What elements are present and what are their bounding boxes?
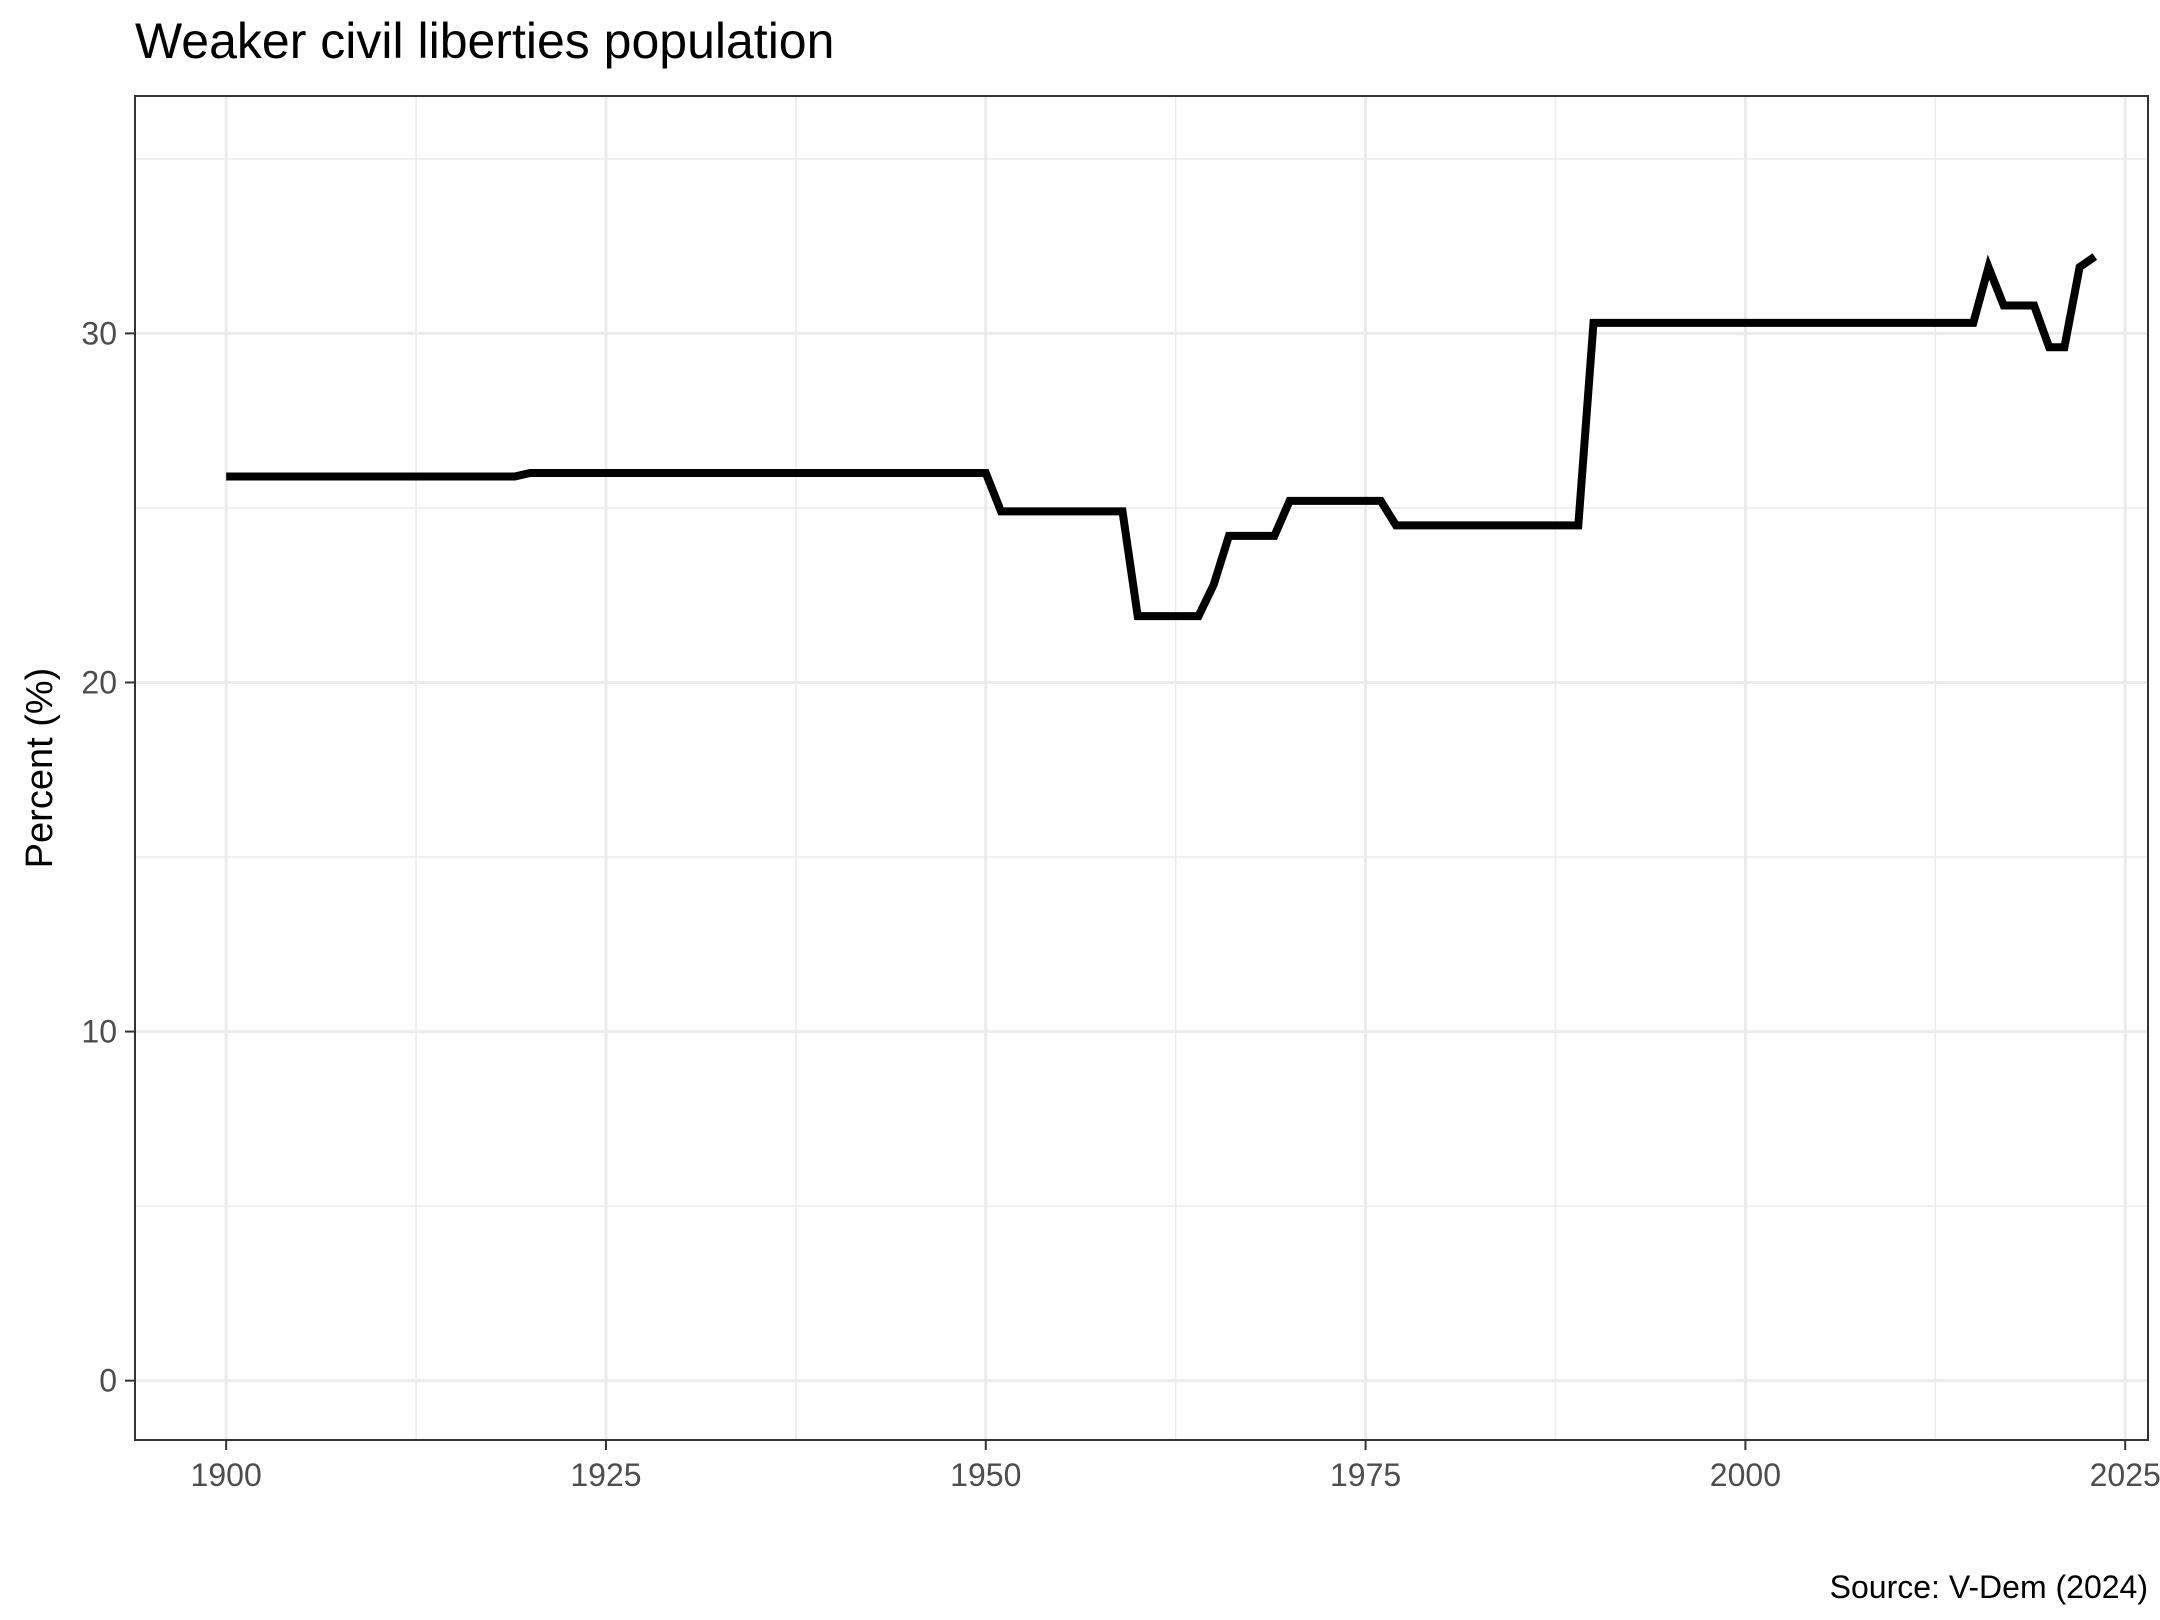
x-tick-label: 1950 <box>950 1457 1021 1493</box>
panel-border <box>134 95 2149 1441</box>
x-tick-label: 2000 <box>1710 1457 1781 1493</box>
y-tick-label: 0 <box>99 1363 117 1399</box>
y-tick-label: 10 <box>81 1014 117 1050</box>
series-line <box>226 253 2098 621</box>
x-tick-label: 1900 <box>191 1457 262 1493</box>
x-tick-label: 1975 <box>1330 1457 1401 1493</box>
x-tick-label: 1925 <box>570 1457 641 1493</box>
source-caption: Source: V-Dem (2024) <box>1830 1569 2148 1605</box>
y-tick-label: 20 <box>81 664 117 700</box>
plot-panel: 1900 1925 1950 1975 2000 2025 0 10 20 30 <box>81 95 2160 1493</box>
y-tick-label: 30 <box>81 315 117 351</box>
y-axis-title: Percent (%) <box>19 668 61 869</box>
chart-title: Weaker civil liberties population <box>135 13 834 69</box>
x-tick-label: 2025 <box>2090 1457 2160 1493</box>
